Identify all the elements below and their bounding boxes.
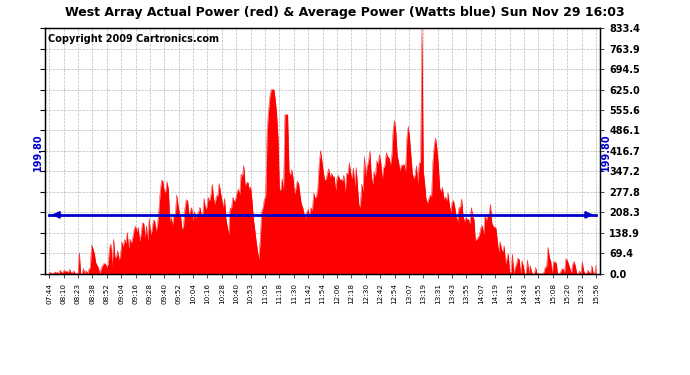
Text: 199.80: 199.80 [601,133,611,171]
Text: West Array Actual Power (red) & Average Power (Watts blue) Sun Nov 29 16:03: West Array Actual Power (red) & Average … [65,6,625,19]
Text: Copyright 2009 Cartronics.com: Copyright 2009 Cartronics.com [48,34,219,44]
Text: 199.80: 199.80 [33,133,43,171]
